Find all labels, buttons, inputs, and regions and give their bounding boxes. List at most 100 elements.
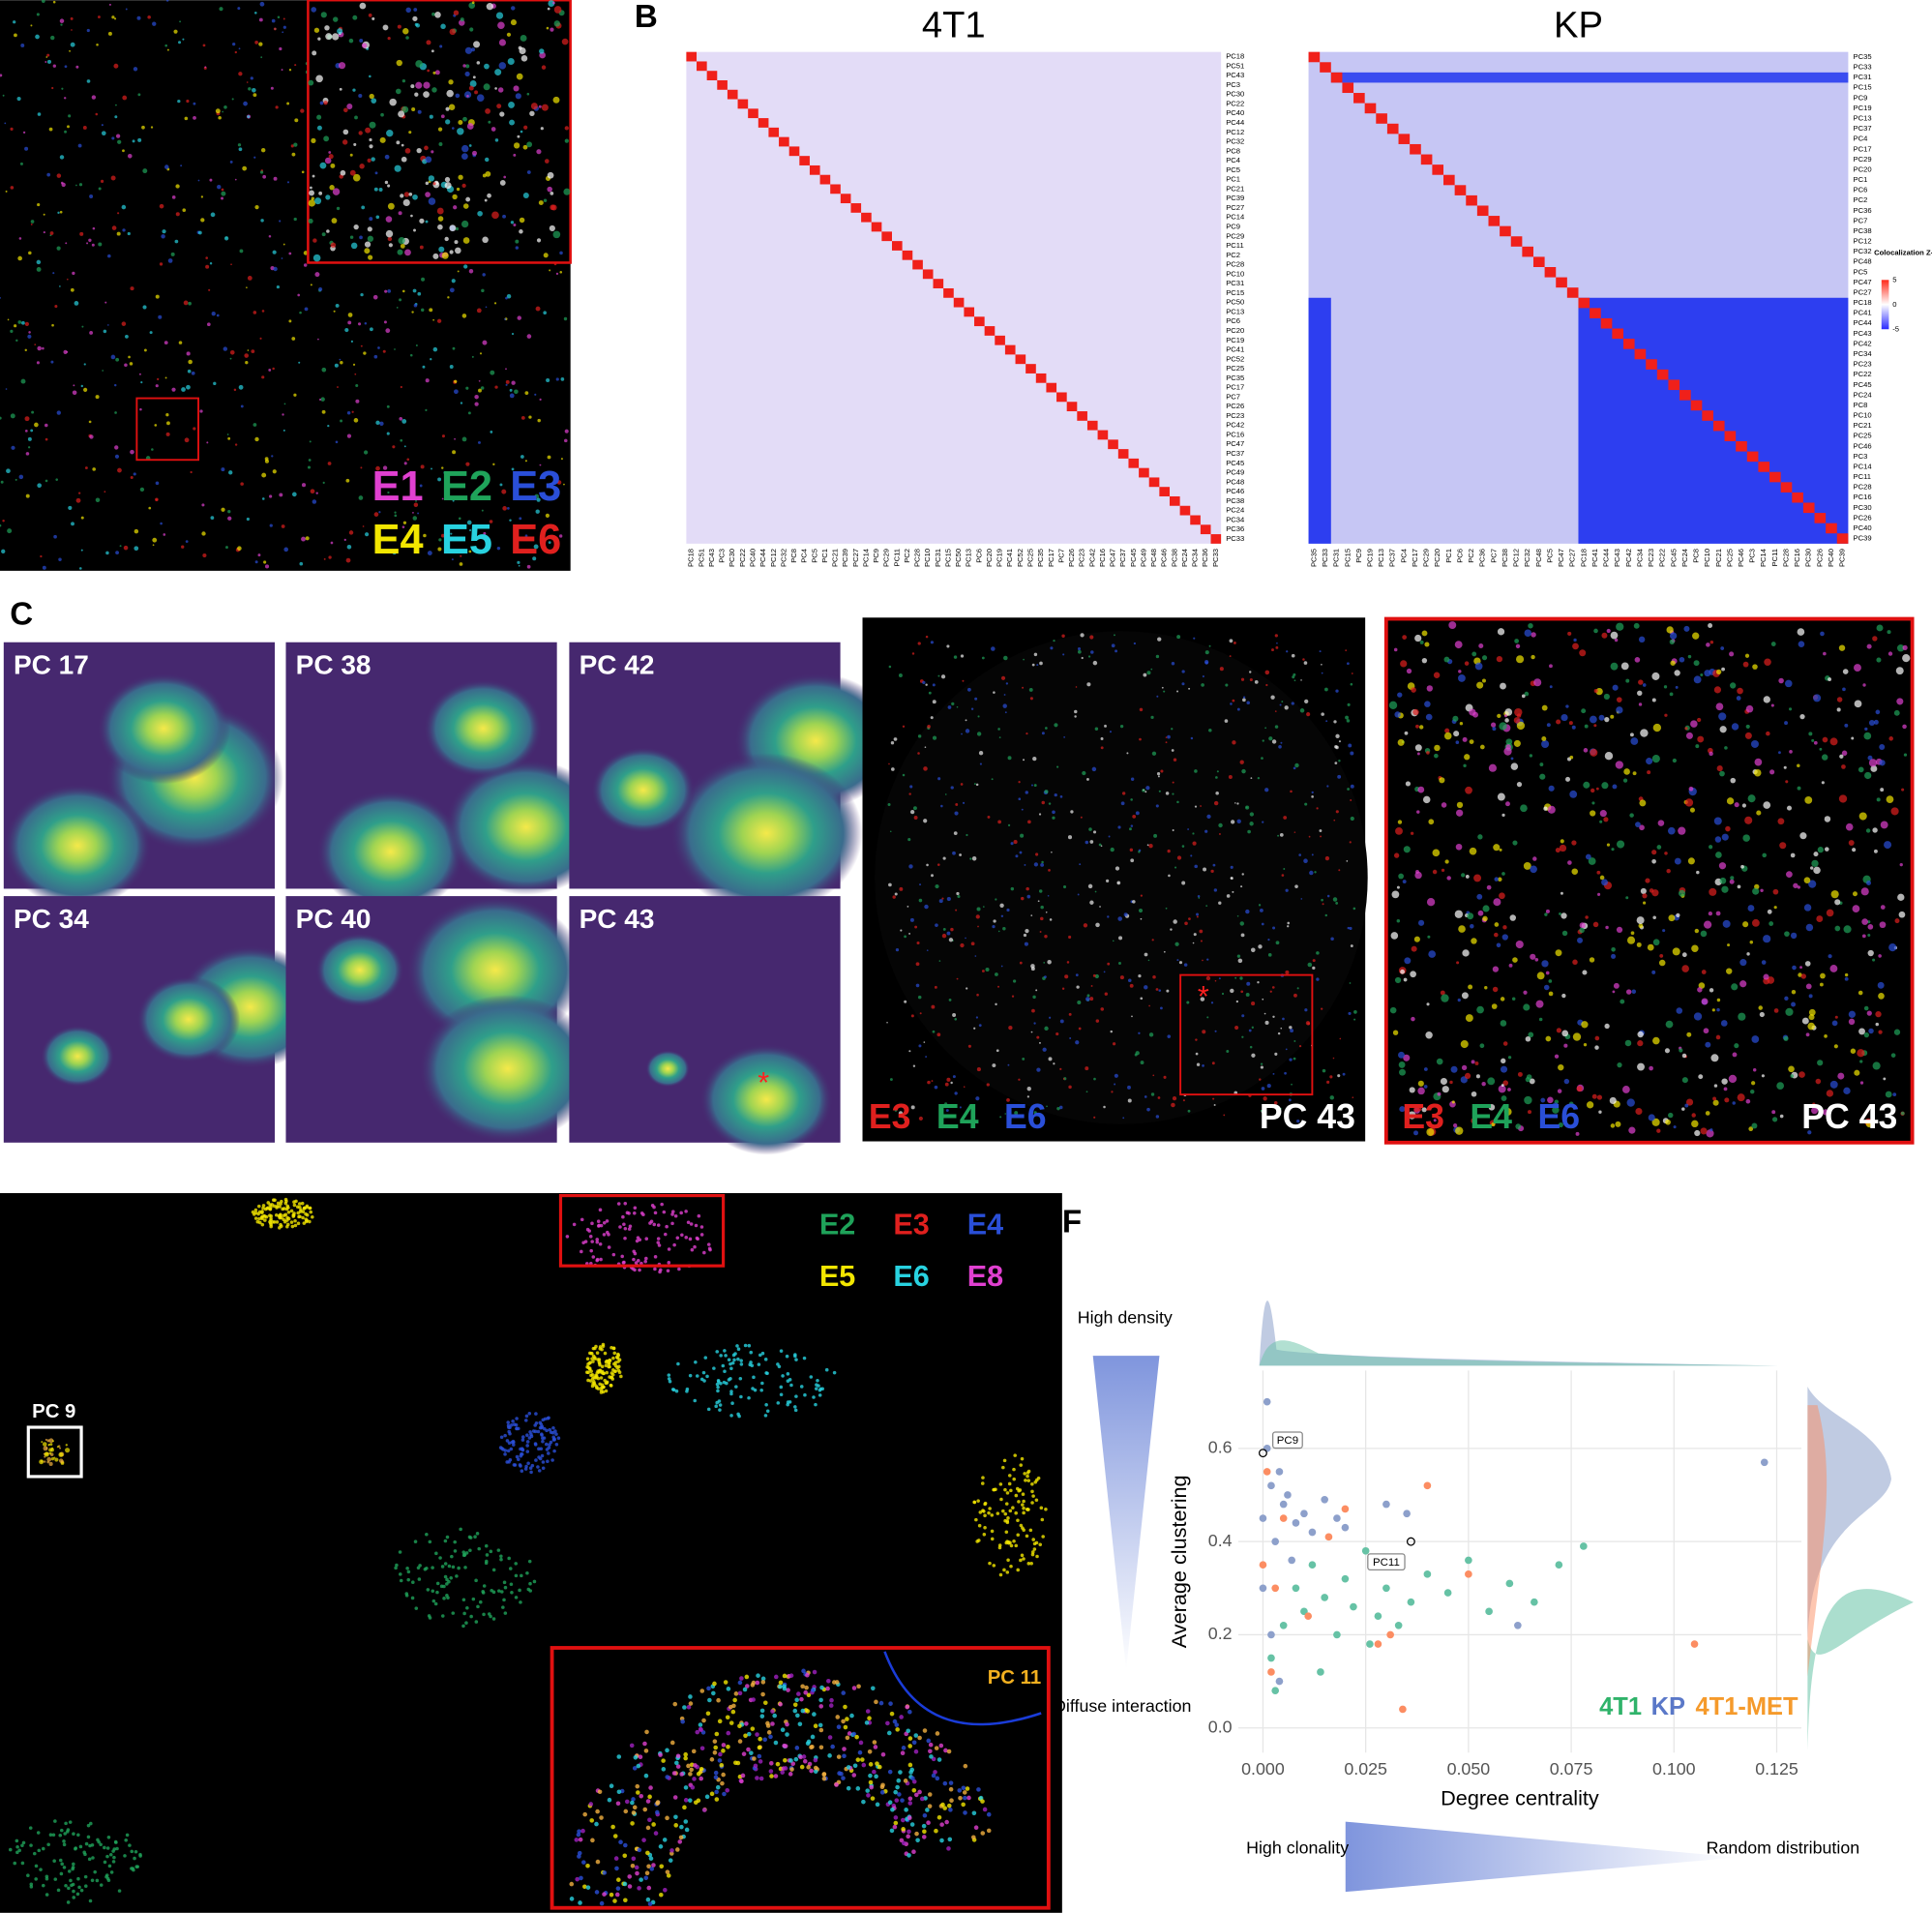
speckle bbox=[451, 127, 455, 130]
speckle bbox=[1048, 869, 1051, 872]
speckle bbox=[520, 55, 528, 62]
speckle bbox=[541, 104, 549, 111]
speckle bbox=[680, 1233, 684, 1238]
speckle bbox=[1388, 701, 1398, 710]
speckle bbox=[826, 1679, 831, 1684]
speckle bbox=[384, 180, 389, 185]
speckle bbox=[1458, 673, 1466, 682]
speckle bbox=[842, 1753, 847, 1759]
speckle bbox=[1006, 908, 1010, 912]
speckle bbox=[982, 1807, 988, 1812]
speckle bbox=[898, 673, 903, 677]
speckle bbox=[1492, 966, 1500, 972]
speckle bbox=[440, 1614, 445, 1618]
speckle bbox=[34, 344, 37, 346]
col-label: PC30 bbox=[1804, 549, 1813, 567]
speckle bbox=[934, 1828, 938, 1834]
speckle bbox=[1673, 1125, 1677, 1129]
speckle bbox=[222, 110, 224, 113]
speckle bbox=[159, 262, 163, 266]
speckle bbox=[1104, 724, 1107, 728]
speckle bbox=[265, 1206, 270, 1211]
speckle bbox=[170, 252, 175, 256]
col-label: PC20 bbox=[1433, 549, 1442, 567]
speckle bbox=[511, 467, 515, 471]
speckle bbox=[1280, 741, 1283, 744]
speckle bbox=[1477, 910, 1484, 916]
speckle bbox=[240, 404, 244, 408]
speckle bbox=[898, 1770, 903, 1775]
speckle bbox=[403, 445, 406, 448]
col-label: PC27 bbox=[1568, 549, 1577, 567]
speckle bbox=[1348, 1011, 1352, 1015]
speckle bbox=[1711, 1008, 1715, 1012]
speckle bbox=[1712, 1096, 1717, 1101]
speckle bbox=[511, 1419, 515, 1423]
speckle bbox=[1290, 1029, 1294, 1033]
speckle bbox=[1291, 702, 1294, 705]
speckle bbox=[634, 1865, 639, 1870]
speckle bbox=[1298, 1045, 1302, 1048]
speckle bbox=[206, 441, 209, 444]
speckle bbox=[461, 153, 468, 160]
speckle bbox=[1751, 1081, 1756, 1086]
speckle bbox=[548, 0, 555, 7]
speckle bbox=[1617, 1061, 1622, 1068]
speckle bbox=[309, 190, 314, 196]
speckle bbox=[1218, 977, 1221, 980]
speckle bbox=[435, 1590, 439, 1595]
speckle bbox=[1752, 664, 1758, 670]
speckle bbox=[755, 1776, 759, 1780]
speckle bbox=[577, 1829, 581, 1834]
speckle bbox=[966, 1795, 971, 1801]
speckle bbox=[37, 112, 42, 116]
speckle bbox=[625, 1211, 630, 1215]
speckle bbox=[48, 1461, 53, 1467]
speckle bbox=[1231, 820, 1235, 824]
speckle bbox=[524, 1414, 529, 1419]
speckle bbox=[1770, 642, 1776, 646]
speckle bbox=[1118, 936, 1123, 941]
speckle bbox=[639, 1877, 643, 1882]
speckle bbox=[1394, 976, 1402, 984]
speckle bbox=[384, 289, 388, 293]
speckle bbox=[10, 413, 15, 419]
speckle bbox=[15, 1844, 19, 1849]
speckle bbox=[165, 0, 169, 2]
speckle bbox=[534, 1458, 538, 1462]
speckle bbox=[1308, 835, 1311, 838]
speckle bbox=[532, 556, 537, 561]
speckle bbox=[554, 1443, 559, 1447]
speckle bbox=[511, 6, 516, 11]
speckle bbox=[1455, 740, 1460, 744]
speckle bbox=[935, 923, 938, 927]
speckle bbox=[513, 153, 517, 157]
speckle bbox=[495, 12, 504, 19]
speckle bbox=[115, 104, 117, 106]
speckle bbox=[1612, 990, 1616, 994]
speckle bbox=[463, 264, 468, 269]
speckle bbox=[678, 1835, 684, 1840]
speckle bbox=[347, 320, 352, 325]
speckle bbox=[1456, 801, 1464, 809]
speckle bbox=[1002, 703, 1007, 708]
speckle bbox=[67, 125, 70, 129]
speckle bbox=[627, 1884, 633, 1889]
speckle bbox=[275, 1204, 280, 1209]
col-label: PC8 bbox=[789, 549, 798, 563]
speckle bbox=[1117, 825, 1121, 829]
point bbox=[1374, 1612, 1382, 1620]
speckle bbox=[431, 1599, 436, 1603]
col-label: PC42 bbox=[1624, 549, 1633, 567]
speckle bbox=[1005, 1491, 1010, 1495]
row-label: PC30 bbox=[1853, 503, 1871, 512]
speckle bbox=[225, 546, 228, 549]
speckle bbox=[1003, 694, 1006, 696]
speckle bbox=[757, 1745, 762, 1750]
speckle bbox=[425, 378, 430, 383]
speckle bbox=[450, 1554, 454, 1559]
speckle bbox=[877, 1764, 882, 1770]
speckle bbox=[1892, 1092, 1897, 1097]
speckle bbox=[1739, 980, 1747, 988]
speckle bbox=[1007, 1063, 1010, 1066]
